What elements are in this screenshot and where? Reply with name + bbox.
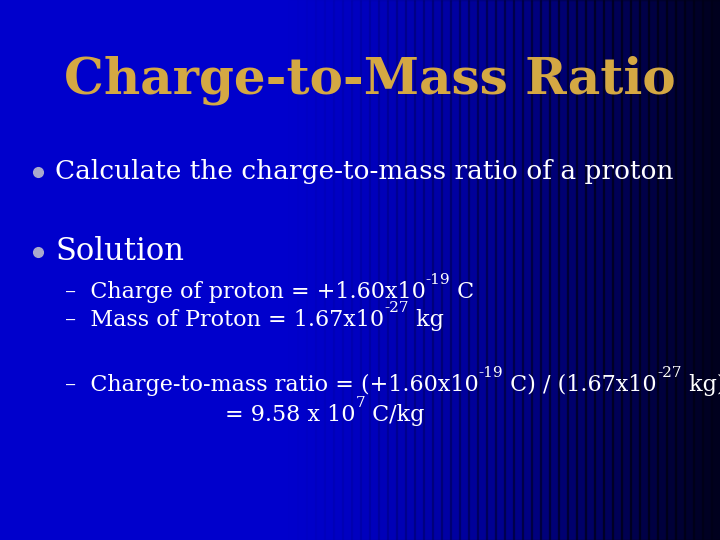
Bar bbox=[684, 0, 694, 540]
Bar bbox=[63, 0, 73, 540]
Bar bbox=[108, 0, 118, 540]
Text: kg: kg bbox=[409, 309, 444, 331]
Text: Charge-to-Mass Ratio: Charge-to-Mass Ratio bbox=[64, 55, 676, 105]
Bar bbox=[432, 0, 442, 540]
Bar bbox=[711, 0, 720, 540]
Bar bbox=[279, 0, 289, 540]
Bar bbox=[603, 0, 613, 540]
Text: 7: 7 bbox=[356, 396, 365, 410]
Text: kg): kg) bbox=[682, 374, 720, 396]
Bar bbox=[504, 0, 514, 540]
Bar bbox=[72, 0, 82, 540]
Bar bbox=[207, 0, 217, 540]
Bar bbox=[0, 0, 10, 540]
Bar bbox=[180, 0, 190, 540]
Bar bbox=[9, 0, 19, 540]
Bar bbox=[270, 0, 280, 540]
Bar bbox=[252, 0, 262, 540]
Bar bbox=[306, 0, 316, 540]
Bar bbox=[81, 0, 91, 540]
Text: –  Charge of proton = +1.60x10: – Charge of proton = +1.60x10 bbox=[65, 281, 426, 303]
Bar bbox=[477, 0, 487, 540]
Bar bbox=[126, 0, 136, 540]
Bar bbox=[234, 0, 244, 540]
Text: C/kg: C/kg bbox=[365, 404, 425, 426]
Bar bbox=[405, 0, 415, 540]
Bar bbox=[99, 0, 109, 540]
Bar bbox=[135, 0, 145, 540]
Bar bbox=[621, 0, 631, 540]
Bar bbox=[414, 0, 424, 540]
Bar bbox=[558, 0, 568, 540]
Bar bbox=[387, 0, 397, 540]
Bar bbox=[90, 0, 100, 540]
Bar bbox=[225, 0, 235, 540]
Bar bbox=[144, 0, 154, 540]
Bar bbox=[315, 0, 325, 540]
Bar bbox=[675, 0, 685, 540]
Bar bbox=[162, 0, 172, 540]
Bar bbox=[117, 0, 127, 540]
Text: Calculate the charge-to-mass ratio of a proton: Calculate the charge-to-mass ratio of a … bbox=[55, 159, 673, 185]
Bar bbox=[702, 0, 712, 540]
Bar bbox=[18, 0, 28, 540]
Bar bbox=[549, 0, 559, 540]
Bar bbox=[153, 0, 163, 540]
Bar bbox=[567, 0, 577, 540]
Bar bbox=[540, 0, 550, 540]
Text: C: C bbox=[451, 281, 474, 303]
Bar bbox=[450, 0, 460, 540]
Bar bbox=[495, 0, 505, 540]
Bar bbox=[459, 0, 469, 540]
Bar bbox=[378, 0, 388, 540]
Bar bbox=[486, 0, 496, 540]
Text: -19: -19 bbox=[426, 273, 451, 287]
Text: Solution: Solution bbox=[55, 237, 184, 267]
Bar bbox=[198, 0, 208, 540]
Bar bbox=[612, 0, 622, 540]
Bar bbox=[585, 0, 595, 540]
Bar bbox=[666, 0, 676, 540]
Bar bbox=[288, 0, 298, 540]
Bar bbox=[333, 0, 343, 540]
Bar bbox=[171, 0, 181, 540]
Bar bbox=[54, 0, 64, 540]
Text: –  Charge-to-mass ratio = (+1.60x10: – Charge-to-mass ratio = (+1.60x10 bbox=[65, 374, 479, 396]
Bar bbox=[342, 0, 352, 540]
Bar bbox=[441, 0, 451, 540]
Bar bbox=[513, 0, 523, 540]
Bar bbox=[531, 0, 541, 540]
Bar bbox=[657, 0, 667, 540]
Bar bbox=[630, 0, 640, 540]
Bar bbox=[27, 0, 37, 540]
Bar bbox=[243, 0, 253, 540]
Bar bbox=[45, 0, 55, 540]
Bar bbox=[36, 0, 46, 540]
Bar bbox=[297, 0, 307, 540]
Bar bbox=[360, 0, 370, 540]
Bar bbox=[693, 0, 703, 540]
Text: –  Mass of Proton = 1.67x10: – Mass of Proton = 1.67x10 bbox=[65, 309, 384, 331]
Text: C) / (1.67x10: C) / (1.67x10 bbox=[503, 374, 657, 396]
Bar bbox=[594, 0, 604, 540]
Text: = 9.58 x 10: = 9.58 x 10 bbox=[225, 404, 356, 426]
Text: -27: -27 bbox=[384, 301, 409, 315]
Bar bbox=[261, 0, 271, 540]
Bar bbox=[648, 0, 658, 540]
Bar bbox=[639, 0, 649, 540]
Bar bbox=[324, 0, 334, 540]
Bar bbox=[468, 0, 478, 540]
Bar bbox=[369, 0, 379, 540]
Bar bbox=[423, 0, 433, 540]
Bar bbox=[522, 0, 532, 540]
Bar bbox=[216, 0, 226, 540]
Text: -27: -27 bbox=[657, 366, 682, 380]
Text: -19: -19 bbox=[479, 366, 503, 380]
Bar bbox=[576, 0, 586, 540]
Bar bbox=[396, 0, 406, 540]
Bar bbox=[189, 0, 199, 540]
Bar bbox=[351, 0, 361, 540]
